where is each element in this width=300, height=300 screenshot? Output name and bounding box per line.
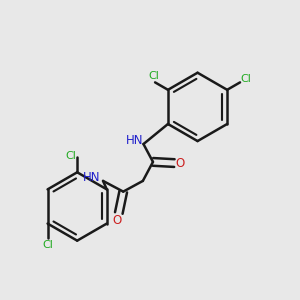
Text: Cl: Cl <box>241 74 251 84</box>
Text: O: O <box>176 157 185 169</box>
Text: Cl: Cl <box>148 71 159 81</box>
Text: Cl: Cl <box>65 151 76 161</box>
Text: O: O <box>113 214 122 226</box>
Text: Cl: Cl <box>42 240 53 250</box>
Text: HN: HN <box>126 134 143 147</box>
Text: HN: HN <box>83 171 100 184</box>
